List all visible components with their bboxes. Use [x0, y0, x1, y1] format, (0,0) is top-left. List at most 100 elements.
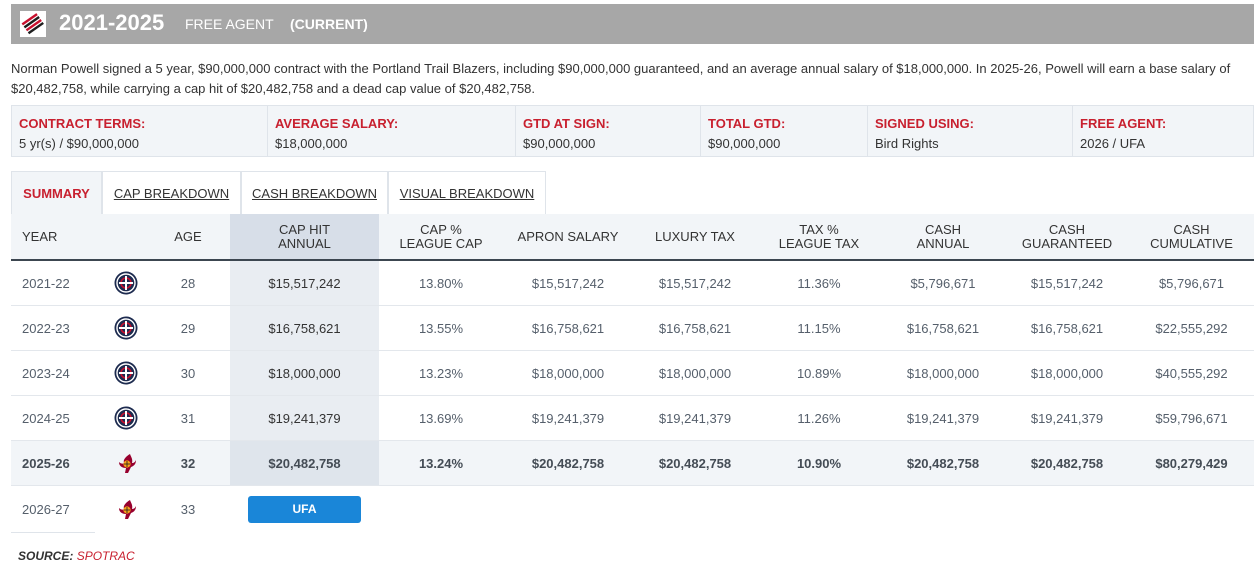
- cell-cash-cumulative: $80,279,429: [1155, 455, 1228, 471]
- cell-apron: $19,241,379: [531, 410, 605, 426]
- table-row: 2023-24 30 $18,000,000 13.23% $18,000,00…: [11, 351, 1254, 396]
- tab-cash-breakdown[interactable]: CASH BREAKDOWN: [241, 171, 388, 215]
- cell-cash-annual: $18,000,000: [906, 365, 980, 381]
- col-apron-salary: APRON SALARY: [517, 228, 619, 244]
- contract-description: Norman Powell signed a 5 year, $90,000,0…: [11, 61, 1231, 96]
- source-label: SOURCE:: [18, 549, 74, 563]
- col-luxury-tax: LUXURY TAX: [655, 228, 735, 244]
- term-value: $90,000,000: [523, 136, 596, 151]
- cell-apron: $15,517,242: [531, 275, 605, 291]
- clippers-logo-icon: [106, 396, 146, 440]
- cell-tax-pct: 11.26%: [797, 410, 841, 426]
- clippers-logo-icon: [106, 351, 146, 395]
- term-label: CONTRACT TERMS:: [19, 116, 146, 131]
- cell-cap-hit: $18,000,000: [230, 351, 379, 395]
- heat-logo-icon: [106, 441, 146, 485]
- col-cap-pct: CAP % LEAGUE CAP: [399, 221, 483, 251]
- cell-age: 30: [180, 365, 196, 381]
- cell-age: 31: [180, 410, 196, 426]
- source-credit: SOURCE: SPOTRAC: [18, 549, 135, 563]
- cell-age: 33: [180, 501, 196, 517]
- cell-cash-annual: $16,758,621: [906, 320, 980, 336]
- cell-tax-pct: 10.90%: [796, 455, 842, 471]
- cell-apron: $20,482,758: [531, 455, 605, 471]
- cell-luxury-tax: $15,517,242: [658, 275, 732, 291]
- cell-cap-hit: $20,482,758: [230, 441, 379, 485]
- col-year: YEAR: [22, 228, 58, 244]
- cell-cash-guaranteed: $16,758,621: [1030, 320, 1104, 336]
- cell-apron: $18,000,000: [531, 365, 605, 381]
- cell-cash-annual: $5,796,671: [910, 275, 976, 291]
- contract-status: FREE AGENT: [185, 16, 274, 32]
- table-row: 2021-22 28 $15,517,242 13.80% $15,517,24…: [11, 261, 1254, 306]
- cell-cash-guaranteed: $15,517,242: [1030, 275, 1104, 291]
- col-tax-pct: TAX % LEAGUE TAX: [778, 221, 860, 251]
- cell-cash-cumulative: $59,796,671: [1155, 410, 1228, 426]
- cell-tax-pct: 10.89%: [796, 365, 842, 381]
- source-link[interactable]: SPOTRAC: [76, 549, 135, 563]
- clippers-logo-icon: [106, 261, 146, 305]
- contract-terms: CONTRACT TERMS: 5 yr(s) / $90,000,000 AV…: [11, 105, 1254, 157]
- cell-year: 2021-22: [22, 275, 70, 291]
- cell-luxury-tax: $16,758,621: [658, 320, 732, 336]
- col-cap-hit: CAP HIT ANNUAL: [230, 214, 379, 259]
- cell-year: 2023-24: [22, 365, 70, 381]
- cell-year: 2026-27: [22, 501, 70, 517]
- cell-cash-cumulative: $22,555,292: [1155, 320, 1228, 336]
- tab-summary[interactable]: SUMMARY: [11, 171, 102, 215]
- cell-cash-annual: $19,241,379: [906, 410, 980, 426]
- current-label: (CURRENT): [290, 16, 368, 32]
- term-label: SIGNED USING:: [875, 116, 974, 131]
- heat-logo-icon: [106, 486, 146, 532]
- cell-cash-guaranteed: $18,000,000: [1030, 365, 1104, 381]
- salary-table-header: YEAR AGE CAP HIT ANNUAL CAP % LEAGUE CAP…: [11, 214, 1254, 261]
- col-cash-annual: CASH ANNUAL: [916, 221, 970, 251]
- term-gtd-at-sign: GTD AT SIGN: $90,000,000: [516, 106, 701, 156]
- term-label: GTD AT SIGN:: [523, 116, 610, 131]
- cell-age: 29: [180, 320, 196, 336]
- clippers-logo-icon: [106, 306, 146, 350]
- table-row-free-agency: 2026-27 33 UFA: [11, 486, 1254, 532]
- cell-cash-annual: $20,482,758: [906, 455, 980, 471]
- cell-luxury-tax: $18,000,000: [658, 365, 732, 381]
- cell-cash-guaranteed: $20,482,758: [1030, 455, 1104, 471]
- ufa-cell: UFA: [230, 486, 379, 532]
- contract-header: 2021-2025 FREE AGENT (CURRENT): [11, 4, 1254, 44]
- col-team: [106, 214, 146, 259]
- cell-tax-pct: 11.36%: [797, 275, 841, 291]
- cell-cap-pct: 13.69%: [418, 410, 464, 426]
- term-label: AVERAGE SALARY:: [275, 116, 399, 131]
- divider: [11, 532, 95, 533]
- col-cash-cumulative: CASH CUMULATIVE: [1150, 221, 1233, 251]
- term-value: $18,000,000: [275, 136, 348, 151]
- cell-cash-guaranteed: $19,241,379: [1030, 410, 1104, 426]
- cell-cap-pct: 13.23%: [418, 365, 464, 381]
- cell-cap-pct: 13.80%: [418, 275, 464, 291]
- table-row: 2022-23 29 $16,758,621 13.55% $16,758,62…: [11, 306, 1254, 351]
- term-label: FREE AGENT:: [1080, 116, 1167, 131]
- term-total-gtd: TOTAL GTD: $90,000,000: [701, 106, 868, 156]
- cell-year: 2025-26: [22, 455, 70, 471]
- cell-luxury-tax: $19,241,379: [658, 410, 732, 426]
- cell-cap-pct: 13.24%: [418, 455, 464, 471]
- term-contract-terms: CONTRACT TERMS: 5 yr(s) / $90,000,000: [12, 106, 268, 156]
- table-row-current: 2025-26 32 $20,482,758 13.24% $20,482,75…: [11, 441, 1254, 486]
- term-free-agent: FREE AGENT: 2026 / UFA: [1073, 106, 1253, 156]
- term-value: Bird Rights: [875, 136, 939, 151]
- ufa-badge[interactable]: UFA: [248, 495, 361, 523]
- cell-cash-cumulative: $5,796,671: [1158, 275, 1225, 291]
- tab-visual-breakdown[interactable]: VISUAL BREAKDOWN: [388, 171, 546, 215]
- tab-cap-breakdown[interactable]: CAP BREAKDOWN: [102, 171, 241, 215]
- term-value: 2026 / UFA: [1080, 136, 1146, 151]
- cell-tax-pct: 11.15%: [797, 320, 841, 336]
- term-average-salary: AVERAGE SALARY: $18,000,000: [268, 106, 516, 156]
- cell-age: 28: [180, 275, 196, 291]
- cell-year: 2024-25: [22, 410, 70, 426]
- term-value: 5 yr(s) / $90,000,000: [19, 136, 139, 151]
- term-value: $90,000,000: [708, 136, 781, 151]
- term-label: TOTAL GTD:: [708, 116, 786, 131]
- table-row: 2024-25 31 $19,241,379 13.69% $19,241,37…: [11, 396, 1254, 441]
- cell-cap-hit: $16,758,621: [230, 306, 379, 350]
- contract-years: 2021-2025: [59, 10, 165, 35]
- cell-apron: $16,758,621: [531, 320, 605, 336]
